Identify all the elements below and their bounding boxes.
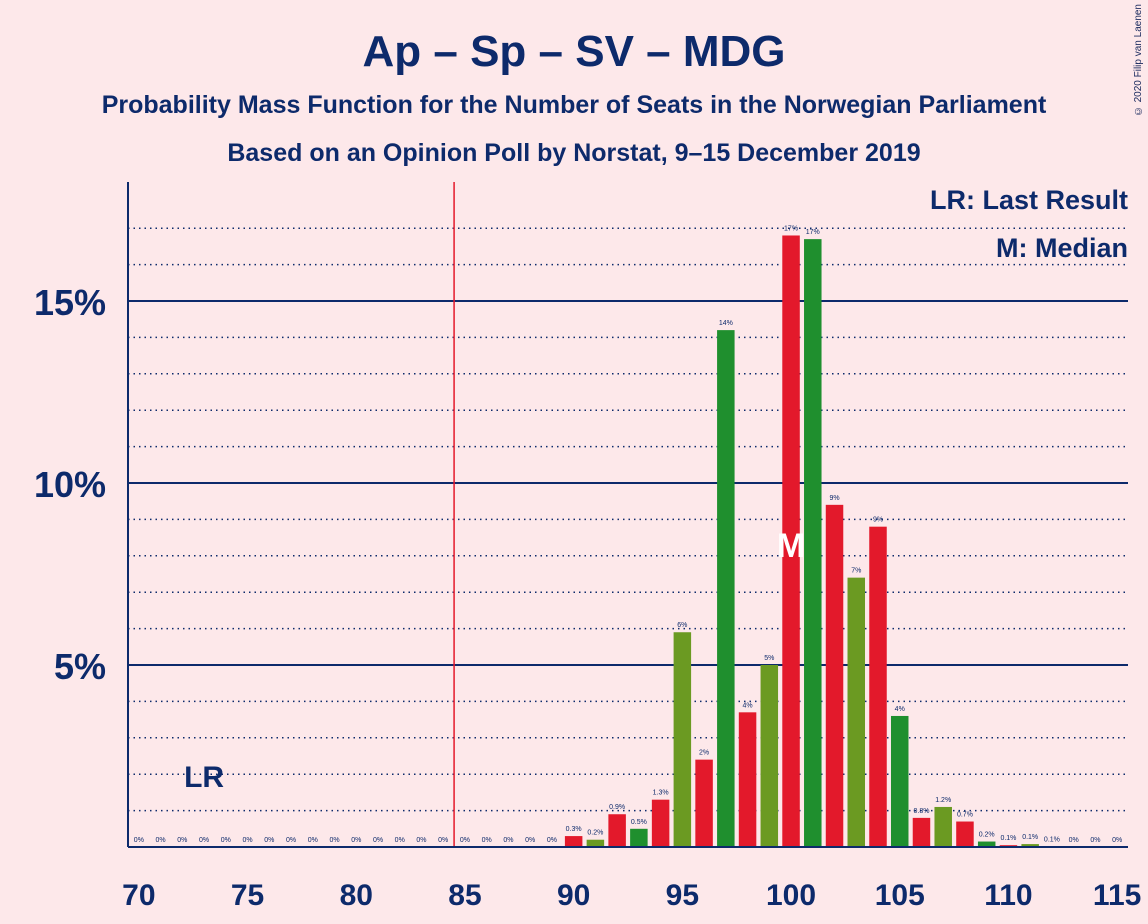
bar-value-label: 5%: [764, 655, 774, 662]
bar-value-label: 0%: [308, 837, 318, 844]
bar: [1021, 844, 1039, 847]
bar-value-label: 17%: [806, 229, 820, 236]
overlay: LR M: [184, 182, 805, 847]
bar: [695, 759, 713, 847]
bar-value-label: 0.1%: [1044, 836, 1060, 843]
bar-value-label: 0%: [221, 837, 231, 844]
bar: [825, 504, 844, 847]
bar-value-label: 17%: [784, 225, 798, 232]
y-tick-label: 15%: [34, 282, 106, 323]
bar-value-label: 9%: [873, 517, 883, 524]
bar-value-label: 0%: [438, 837, 448, 844]
bar-value-label: 0%: [416, 837, 426, 844]
legend-last-result: LR: Last Result: [930, 185, 1128, 215]
bar: [977, 841, 996, 847]
bar-value-label: 0%: [177, 837, 187, 844]
bar: [956, 821, 974, 847]
bar-value-label: 0%: [525, 837, 535, 844]
x-tick-label: 95: [666, 879, 699, 912]
bar: [564, 836, 583, 847]
bars: 0% 0% 0% 0% 0% 0% 0% 0% 0% 0% 0% 0% 0% 0% 0% 0% 0% 0% 0% 0%…: [134, 225, 1122, 848]
bar: [717, 330, 735, 847]
y-tick-label: 5%: [54, 646, 106, 687]
bar-value-label: 1.2%: [935, 797, 951, 804]
bar-value-label: 0%: [482, 837, 492, 844]
bar-value-label: 0%: [547, 837, 557, 844]
bar: [934, 806, 952, 847]
bar: [847, 577, 866, 847]
bar-value-label: 0.5%: [631, 819, 647, 826]
bar-value-label: 2%: [699, 750, 709, 757]
bar-value-label: 0.2%: [587, 830, 603, 837]
bar-value-label: 4%: [895, 706, 905, 713]
bar-value-label: 7%: [851, 568, 861, 575]
y-tick-label: 10%: [34, 464, 106, 505]
bar: [782, 235, 800, 848]
bar-value-label: 0%: [156, 837, 166, 844]
bar: [630, 828, 648, 847]
bar-value-label: 0%: [1069, 837, 1079, 844]
bar-value-label: 0.1%: [1000, 835, 1016, 842]
bar: [608, 814, 626, 847]
bar-value-label: 0%: [243, 837, 253, 844]
x-tick-label: 90: [557, 879, 590, 912]
bar-value-label: 0%: [1112, 837, 1122, 844]
grid: [128, 227, 1128, 812]
bar-value-label: 0%: [460, 837, 470, 844]
bar: [760, 665, 779, 847]
legend-median: M: Median: [996, 233, 1128, 263]
bar: [912, 817, 931, 847]
bar-value-label: 0.7%: [957, 812, 973, 819]
bar-value-label: 14%: [719, 320, 733, 327]
bar-value-label: 0%: [503, 837, 513, 844]
x-tick-label: 100: [766, 879, 816, 912]
last-result-label: LR: [184, 761, 224, 794]
bar: [869, 526, 887, 847]
bar-value-label: 0.8%: [913, 808, 929, 815]
x-tick-label: 105: [875, 879, 925, 912]
bar-value-label: 0.1%: [1022, 834, 1038, 841]
bar: [738, 712, 757, 847]
bar-value-label: 0%: [1090, 837, 1100, 844]
bar-value-label: 6%: [677, 622, 687, 629]
chart-subtitle-2: Based on an Opinion Poll by Norstat, 9–1…: [227, 139, 920, 167]
x-tick-label: 85: [448, 879, 481, 912]
bar-value-label: 0%: [264, 837, 274, 844]
bar-value-label: 0.3%: [566, 826, 582, 833]
bar-value-label: 0%: [395, 837, 405, 844]
bar-value-label: 0%: [134, 837, 144, 844]
bar: [890, 715, 909, 847]
bar-value-label: 0.9%: [609, 804, 625, 811]
copyright-credit: © 2020 Filip van Laenen: [1133, 4, 1144, 117]
bar-value-label: 9%: [829, 495, 839, 502]
x-tick-label: 70: [122, 879, 155, 912]
bar-value-label: 0%: [373, 837, 383, 844]
bar-value-label: 0%: [199, 837, 209, 844]
bar-value-label: 0%: [329, 837, 339, 844]
chart-title: Ap – Sp – SV – MDG: [363, 27, 786, 76]
x-tick-label: 110: [984, 879, 1032, 912]
x-tick-label: 80: [340, 879, 373, 912]
bar: [804, 239, 822, 847]
chart-subtitle-1: Probability Mass Function for the Number…: [102, 91, 1047, 119]
bar: [673, 632, 692, 847]
median-marker: M: [777, 527, 805, 565]
bar: [586, 839, 605, 847]
bar-value-label: 1.3%: [653, 790, 669, 797]
bar-value-label: 4%: [743, 702, 753, 709]
x-tick-label: 75: [231, 879, 264, 912]
axes: 5% 10% 15% 70 75 80 85 90 95 100 105 110 115: [34, 182, 1141, 912]
bar-value-label: 0%: [286, 837, 296, 844]
bar-value-label: 0.2%: [979, 832, 995, 839]
bar: [651, 799, 670, 847]
x-tick-label: 115: [1093, 879, 1141, 912]
bar-value-label: 0%: [351, 837, 361, 844]
